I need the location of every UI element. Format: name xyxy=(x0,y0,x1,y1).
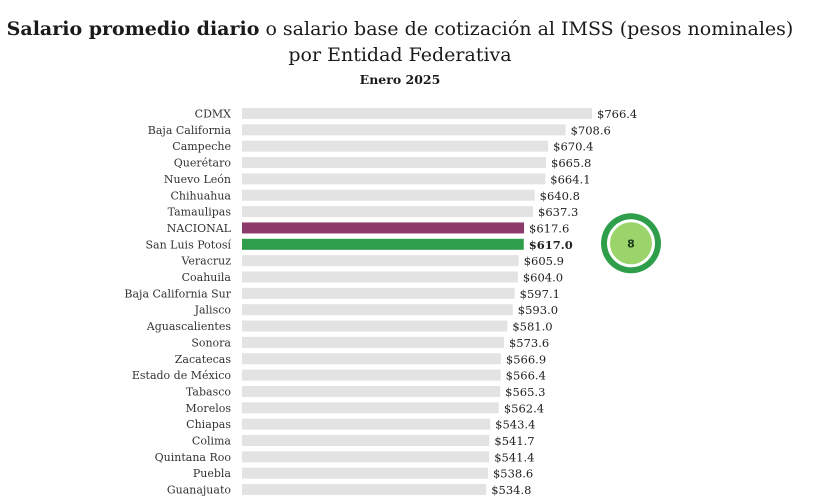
category-label: Guanajuato xyxy=(167,484,232,497)
value-label: $605.9 xyxy=(524,254,564,268)
category-label: Querétaro xyxy=(174,157,232,170)
value-label: $604.0 xyxy=(523,271,563,285)
category-label: Chiapas xyxy=(186,418,231,431)
value-label: $573.6 xyxy=(509,336,549,350)
rank-badge-label: 8 xyxy=(627,237,635,250)
bar xyxy=(242,304,513,316)
category-label: Chihuahua xyxy=(171,189,232,202)
bar xyxy=(242,287,515,299)
value-label: $562.4 xyxy=(504,401,544,415)
category-label: CDMX xyxy=(195,108,231,121)
chart-title-rest: o salario base de cotización al IMSS (pe… xyxy=(259,18,794,40)
bar xyxy=(242,238,524,250)
category-label: Tabasco xyxy=(186,385,231,398)
value-label: $664.1 xyxy=(550,172,590,186)
value-label: $708.6 xyxy=(571,123,611,137)
category-label: NACIONAL xyxy=(167,222,232,235)
bar xyxy=(242,385,501,397)
value-label: $566.9 xyxy=(506,352,546,366)
category-label: Nuevo León xyxy=(164,173,231,186)
bar xyxy=(242,418,491,430)
bar xyxy=(242,451,490,463)
value-label: $541.4 xyxy=(494,450,534,464)
category-label: Morelos xyxy=(186,402,232,415)
value-label: $566.4 xyxy=(506,369,546,383)
bar xyxy=(242,124,566,136)
category-label: Veracruz xyxy=(180,255,231,268)
category-label: Campeche xyxy=(172,140,231,153)
value-label: $543.4 xyxy=(495,418,535,432)
value-label: $617.6 xyxy=(529,221,569,235)
chart-title: Salario promedio diario o salario base d… xyxy=(0,16,800,42)
category-label: Coahuila xyxy=(182,271,232,284)
category-label: Puebla xyxy=(193,467,232,480)
category-label: Quintana Roo xyxy=(155,451,232,464)
category-label: Zacatecas xyxy=(175,353,232,366)
chart-subtitle: por Entidad Federativa xyxy=(288,44,512,66)
bar xyxy=(242,206,534,218)
bar xyxy=(242,271,518,283)
value-label: $541.7 xyxy=(494,434,534,448)
value-label: $665.8 xyxy=(551,156,591,170)
bar xyxy=(242,157,547,169)
bar xyxy=(242,108,592,119)
value-label: $670.4 xyxy=(553,140,593,154)
value-label: $581.0 xyxy=(512,320,552,334)
bar xyxy=(242,369,501,381)
bar xyxy=(242,173,546,185)
bar xyxy=(242,402,499,414)
value-label: $565.3 xyxy=(505,385,545,399)
value-label: $538.6 xyxy=(493,467,533,481)
chart-period: Enero 2025 xyxy=(359,72,441,87)
value-label: $637.3 xyxy=(538,205,578,219)
bar xyxy=(242,336,504,348)
value-label: $640.8 xyxy=(540,189,580,203)
bar xyxy=(242,320,508,332)
rank-badge: 8 xyxy=(601,213,661,274)
bar xyxy=(242,255,519,267)
bar xyxy=(242,435,490,446)
chart-title-bold: Salario promedio diario xyxy=(6,18,260,40)
bar xyxy=(242,222,525,234)
value-label: $766.4 xyxy=(597,107,637,121)
bar xyxy=(242,140,549,152)
value-label: $617.0 xyxy=(529,238,573,252)
category-label: San Luis Potosí xyxy=(145,238,231,251)
category-label: Sonora xyxy=(191,336,231,349)
bar xyxy=(242,353,501,365)
value-label: $534.8 xyxy=(491,483,531,497)
category-label: Tamaulipas xyxy=(168,206,232,219)
category-label: Aguascalientes xyxy=(146,320,232,333)
category-label: Baja California Sur xyxy=(124,287,231,300)
bar xyxy=(242,484,487,496)
value-label: $597.1 xyxy=(520,287,560,301)
category-label: Colima xyxy=(192,435,232,448)
value-label: $593.0 xyxy=(518,303,558,317)
category-label: Jalisco xyxy=(194,304,232,317)
category-label: Baja California xyxy=(148,124,232,137)
bar xyxy=(242,189,535,201)
bar xyxy=(242,467,488,479)
category-label: Estado de México xyxy=(132,369,232,382)
